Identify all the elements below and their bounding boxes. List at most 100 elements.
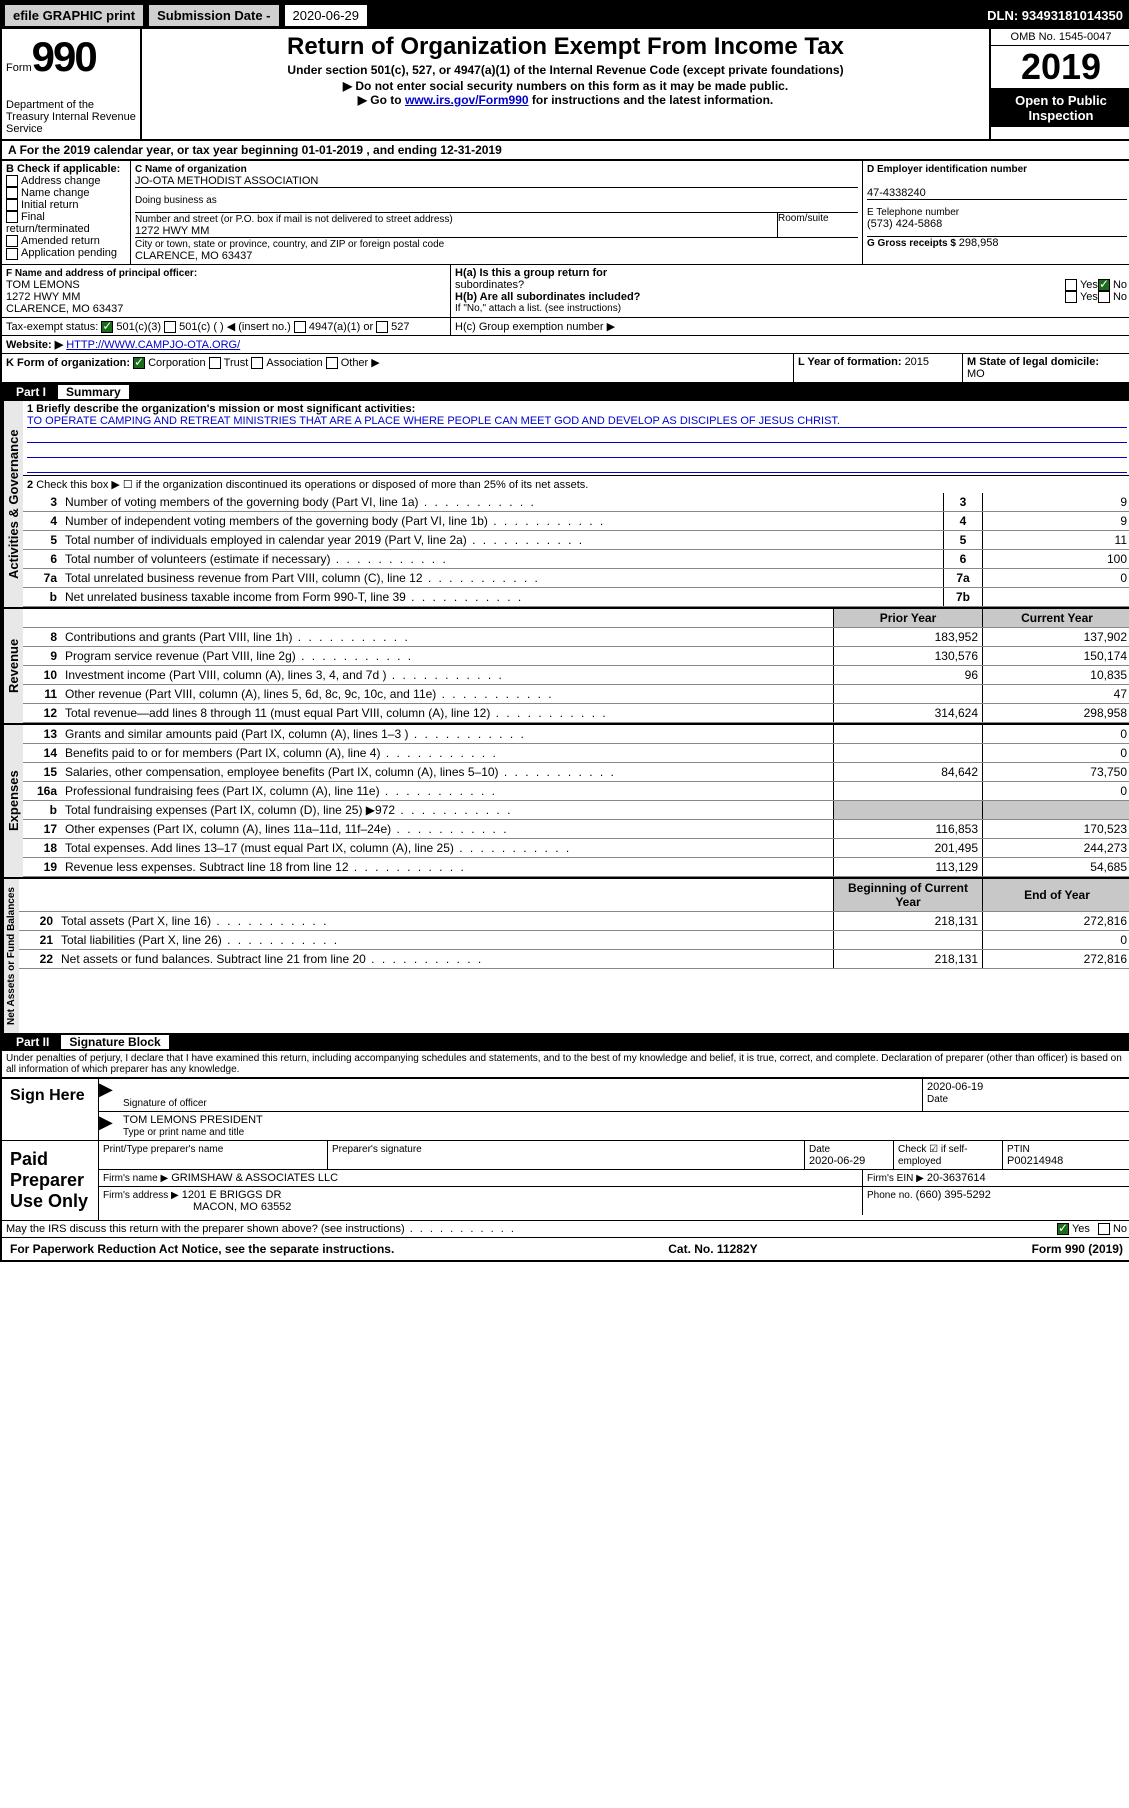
irs-link[interactable]: www.irs.gov/Form990 — [405, 93, 529, 107]
city-row: City or town, state or province, country… — [135, 238, 858, 262]
opt-initial: Initial return — [6, 199, 126, 211]
table-row: bNet unrelated business taxable income f… — [23, 588, 1129, 607]
inspection-label: Open to PublicInspection — [991, 89, 1129, 127]
part2-header: Part II Signature Block — [2, 1033, 1129, 1051]
subtitle-2: ▶ Do not enter social security numbers o… — [146, 79, 985, 93]
firm-phone: (660) 395-5292 — [916, 1189, 991, 1201]
officer-printed: TOM LEMONS PRESIDENT — [123, 1114, 263, 1126]
net-table: Beginning of Current YearEnd of Year 20T… — [19, 879, 1129, 969]
sig-officer-label: Signature of officer — [123, 1098, 207, 1109]
officer-name: TOM LEMONS — [6, 279, 80, 291]
sig-date: 2020-06-19 — [927, 1081, 983, 1093]
form-header: Form990 Department of the Treasury Inter… — [2, 29, 1129, 141]
header-center: Return of Organization Exempt From Incom… — [142, 29, 989, 139]
box-h: H(a) Is this a group return for subordin… — [451, 265, 1129, 317]
table-row: 20Total assets (Part X, line 16)218,1312… — [19, 912, 1129, 931]
opt-name: Name change — [6, 187, 126, 199]
subtitle-1: Under section 501(c), 527, or 4947(a)(1)… — [146, 63, 985, 77]
opt-final: Final return/terminated — [6, 211, 126, 235]
box-k: K Form of organization: Corporation Trus… — [2, 354, 794, 382]
governance-table: 3Number of voting members of the governi… — [23, 493, 1129, 607]
table-row: 18Total expenses. Add lines 13–17 (must … — [23, 839, 1129, 858]
tab-expenses: Expenses — [2, 725, 23, 877]
dept-label: Department of the Treasury Internal Reve… — [6, 99, 136, 135]
net-headers: Beginning of Current YearEnd of Year — [19, 879, 1129, 912]
officer-row: F Name and address of principal officer:… — [2, 265, 1129, 318]
box-l: L Year of formation: 2015 — [794, 354, 963, 382]
sign-here-label: Sign Here — [2, 1079, 99, 1140]
street-address: 1272 HWY MM — [135, 225, 209, 237]
org-name-row: C Name of organizationJO-OTA METHODIST A… — [135, 163, 858, 188]
table-row: 12Total revenue—add lines 8 through 11 (… — [23, 704, 1129, 723]
section-a: A For the 2019 calendar year, or tax yea… — [2, 141, 1129, 161]
firm-ein: 20-3637614 — [927, 1172, 986, 1184]
self-employed-check: Check ☑ if self-employed — [898, 1144, 968, 1167]
col-headers: Prior YearCurrent Year — [23, 609, 1129, 628]
table-row: 9Program service revenue (Part VIII, lin… — [23, 647, 1129, 666]
dln-label: DLN: 93493181014350 — [979, 5, 1129, 26]
signature-section: Sign Here ▶ Signature of officer 2020-06… — [2, 1077, 1129, 1221]
summary-block: Activities & Governance 1 Briefly descri… — [2, 401, 1129, 607]
address-row: Number and street (or P.O. box if mail i… — [135, 213, 858, 238]
expenses-table: 13Grants and similar amounts paid (Part … — [23, 725, 1129, 877]
box-b: B Check if applicable: Address change Na… — [2, 161, 131, 264]
page-footer: For Paperwork Reduction Act Notice, see … — [2, 1238, 1129, 1260]
subtitle-3: ▶ Go to www.irs.gov/Form990 for instruct… — [146, 93, 985, 107]
revenue-table: Prior YearCurrent Year 8Contributions an… — [23, 609, 1129, 723]
org-name: JO-OTA METHODIST ASSOCIATION — [135, 175, 318, 187]
efile-button[interactable]: efile GRAPHIC print — [4, 4, 144, 27]
header-right: OMB No. 1545-0047 2019 Open to PublicIns… — [989, 29, 1129, 139]
dba-row: Doing business as — [135, 188, 858, 213]
form-ref: Form 990 (2019) — [1032, 1242, 1123, 1256]
prep-date: 2020-06-29 — [809, 1155, 865, 1167]
paperwork-notice: For Paperwork Reduction Act Notice, see … — [10, 1242, 394, 1256]
mission-block: 1 Briefly describe the organization's mi… — [23, 401, 1129, 476]
omb-number: OMB No. 1545-0047 — [991, 29, 1129, 46]
tax-year: 2019 — [991, 46, 1129, 89]
part1-header: Part I Summary — [2, 383, 1129, 401]
box-hc: H(c) Group exemption number ▶ — [451, 318, 1129, 335]
box-c: C Name of organizationJO-OTA METHODIST A… — [131, 161, 863, 264]
mission-text: TO OPERATE CAMPING AND RETREAT MINISTRIE… — [27, 415, 1127, 428]
right-col: D Employer identification number47-43382… — [863, 161, 1129, 264]
paid-preparer-section: Paid Preparer Use Only Print/Type prepar… — [2, 1141, 1129, 1221]
table-row: 17Other expenses (Part IX, column (A), l… — [23, 820, 1129, 839]
table-row: 11Other revenue (Part VIII, column (A), … — [23, 685, 1129, 704]
table-row: 7aTotal unrelated business revenue from … — [23, 569, 1129, 588]
opt-pending: Application pending — [6, 247, 126, 259]
expenses-block: Expenses 13Grants and similar amounts pa… — [2, 723, 1129, 877]
arrow-icon: ▶ — [99, 1079, 119, 1111]
table-row: 15Salaries, other compensation, employee… — [23, 763, 1129, 782]
telephone: (573) 424-5868 — [867, 218, 942, 230]
box-e: E Telephone number(573) 424-5868 — [867, 200, 1127, 237]
form-title: Return of Organization Exempt From Incom… — [146, 33, 985, 61]
perjury-text: Under penalties of perjury, I declare th… — [2, 1051, 1129, 1077]
submission-label: Submission Date - — [148, 4, 279, 27]
line2: 2 Check this box ▶ ☐ if the organization… — [23, 476, 1129, 493]
catalog-number: Cat. No. 11282Y — [668, 1242, 757, 1256]
website-row: Website: ▶ HTTP://WWW.CAMPJO-OTA.ORG/ — [2, 336, 1129, 354]
top-toolbar: efile GRAPHIC print Submission Date - 20… — [2, 2, 1129, 29]
box-f: F Name and address of principal officer:… — [2, 265, 451, 317]
table-row: 10Investment income (Part VIII, column (… — [23, 666, 1129, 685]
tab-netassets: Net Assets or Fund Balances — [2, 879, 19, 1033]
submission-date: 2020-06-29 — [284, 4, 369, 27]
form-number: 990 — [32, 33, 96, 80]
preparer-sig-label: Preparer's signature — [332, 1144, 422, 1155]
entity-block: B Check if applicable: Address change Na… — [2, 161, 1129, 265]
tab-governance: Activities & Governance — [2, 401, 23, 607]
tab-revenue: Revenue — [2, 609, 23, 723]
city-state-zip: CLARENCE, MO 63437 — [135, 250, 252, 262]
ein: 47-4338240 — [867, 187, 926, 199]
box-g: G Gross receipts $ 298,958 — [867, 237, 1127, 249]
netassets-block: Net Assets or Fund Balances Beginning of… — [2, 877, 1129, 1033]
ptin: P00214948 — [1007, 1155, 1063, 1167]
box-i: Tax-exempt status: 501(c)(3) 501(c) ( ) … — [2, 318, 451, 335]
header-left: Form990 Department of the Treasury Inter… — [2, 29, 142, 139]
firm-name: GRIMSHAW & ASSOCIATES LLC — [171, 1172, 338, 1184]
website-link[interactable]: HTTP://WWW.CAMPJO-OTA.ORG/ — [66, 339, 240, 351]
tax-status-row: Tax-exempt status: 501(c)(3) 501(c) ( ) … — [2, 318, 1129, 336]
gross-receipts: 298,958 — [959, 237, 999, 249]
table-row: 14Benefits paid to or for members (Part … — [23, 744, 1129, 763]
room-suite: Room/suite — [778, 213, 858, 237]
